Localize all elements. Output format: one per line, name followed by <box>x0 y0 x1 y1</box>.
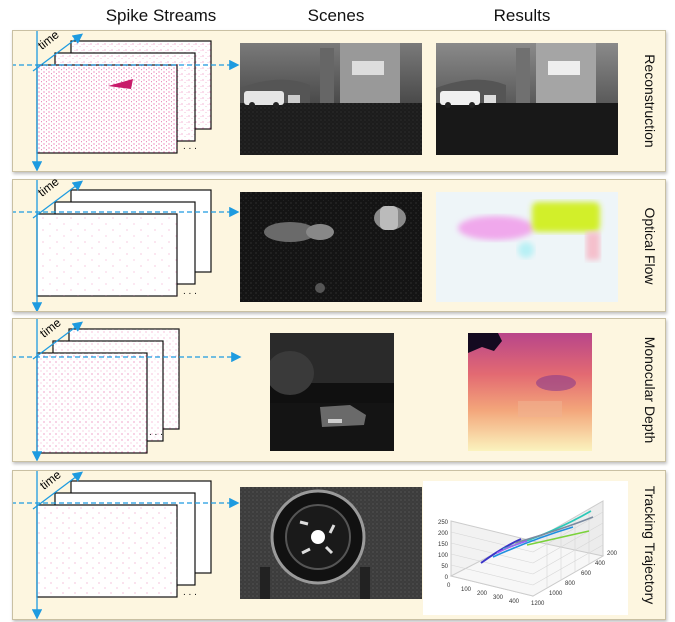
svg-text:50: 50 <box>441 564 448 570</box>
spike-stream-stack: . . . <box>13 31 240 171</box>
svg-text:. . .: . . . <box>149 427 163 438</box>
header-scenes: Scenes <box>307 6 365 25</box>
svg-text:200: 200 <box>438 531 449 537</box>
svg-text:800: 800 <box>565 581 576 587</box>
svg-text:250: 250 <box>438 520 449 526</box>
task-label-monocular-depth: Monocular Depth <box>642 336 658 444</box>
svg-text:0: 0 <box>447 583 451 589</box>
x-axis-ticks: 0 100 200 300 400 <box>447 583 520 605</box>
svg-text:. . .: . . . <box>183 141 197 152</box>
svg-text:200: 200 <box>607 551 618 557</box>
svg-text:400: 400 <box>509 599 520 605</box>
spike-stream-stack: . . . <box>13 471 240 619</box>
header-spike-streams: Spike Streams <box>105 6 217 25</box>
svg-text:. . .: . . . <box>183 286 197 297</box>
z-axis-ticks: 250 200 150 100 50 0 <box>438 520 449 581</box>
svg-text:300: 300 <box>493 595 504 601</box>
row-tracking-trajectory: . . . time <box>12 468 666 620</box>
result-reconstruction <box>436 43 618 155</box>
task-label-optical-flow: Optical Flow <box>642 206 658 285</box>
svg-text:. . .: . . . <box>183 587 197 598</box>
scene-street-spike <box>240 43 422 155</box>
svg-text:100: 100 <box>438 553 449 559</box>
row-optical-flow: . . . time Optical Flow <box>12 175 666 312</box>
svg-text:0: 0 <box>445 575 449 581</box>
svg-text:200: 200 <box>477 591 488 597</box>
spike-stream-stack: . . . <box>13 180 240 311</box>
svg-text:100: 100 <box>461 587 472 593</box>
svg-text:1000: 1000 <box>549 591 563 597</box>
spike-stream-stack: . . . <box>13 319 242 461</box>
svg-text:150: 150 <box>438 542 449 548</box>
scene-night-car <box>270 333 394 451</box>
result-depth-map <box>468 333 592 451</box>
y-axis-ticks: 1200 1000 800 600 400 200 <box>531 551 618 607</box>
task-label-tracking-trajectory: Tracking Trajectory <box>642 485 658 605</box>
row-reconstruction: . . . time <box>12 28 666 172</box>
result-trajectory-plot: 250 200 150 100 50 0 0 100 200 300 400 1… <box>423 481 628 615</box>
row-monocular-depth: . . . time Monocular <box>12 316 666 462</box>
svg-text:600: 600 <box>581 571 592 577</box>
scene-rotating-disk <box>240 487 422 599</box>
svg-text:1200: 1200 <box>531 601 545 607</box>
scene-hands-spike <box>240 192 422 302</box>
result-optical-flow <box>436 192 618 302</box>
task-label-reconstruction: Reconstruction <box>642 54 658 148</box>
header-results: Results <box>493 6 551 25</box>
svg-text:400: 400 <box>595 561 606 567</box>
